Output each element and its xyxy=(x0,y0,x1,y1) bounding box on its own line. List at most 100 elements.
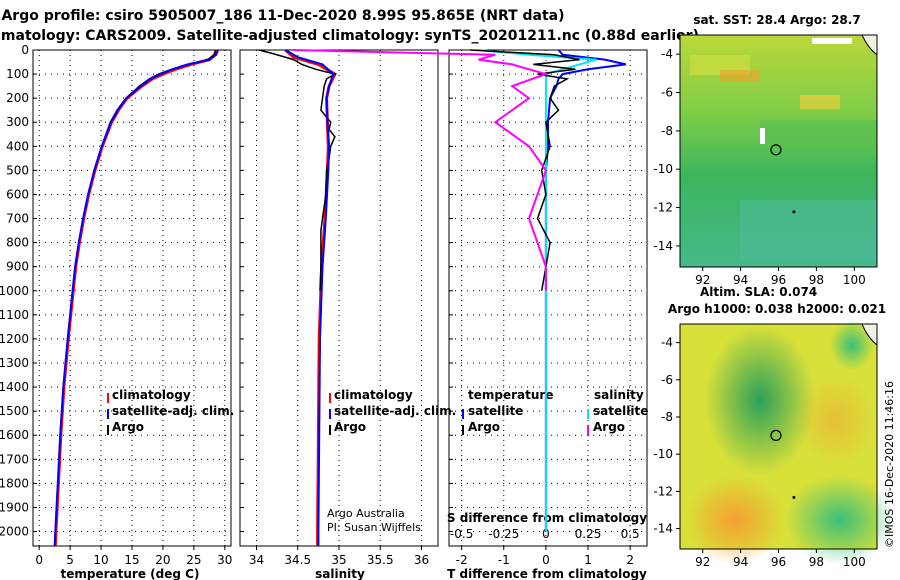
map-y-tick-label: -4 xyxy=(661,47,673,61)
map-y-tick-label: -8 xyxy=(661,124,673,138)
s-diff-tick-label: 0.5 xyxy=(621,527,640,541)
s-difference-xlabel: S difference from climatology xyxy=(447,511,647,525)
series-line-argo xyxy=(258,49,337,291)
depth-tick-label: 200 xyxy=(6,91,29,105)
temperature-xlabel: temperature (deg C) xyxy=(61,567,200,580)
difference-panel: T difference from climatology S differen… xyxy=(293,49,648,580)
island-marker xyxy=(792,495,796,499)
map-y-tick-label: -8 xyxy=(661,410,673,424)
depth-tick-label: 0 xyxy=(21,43,29,57)
depth-tick-label: 100 xyxy=(6,67,29,81)
map-x-tick-label: 98 xyxy=(809,555,824,569)
legend-marker xyxy=(462,409,464,419)
argo-position-marker xyxy=(770,144,782,156)
depth-tick-label: 1200 xyxy=(0,332,29,346)
legend-satellite: satellite-adj. clim. xyxy=(334,404,456,418)
difference-legend: temperature salinity satellite Argo sate… xyxy=(468,388,648,434)
sla-map-title-2: Argo h1000: 0.038 h2000: 0.021 xyxy=(668,302,886,316)
salinity-panel: salinity climatology satellite-adj. clim… xyxy=(239,48,456,580)
depth-tick-label: 300 xyxy=(6,115,29,129)
depth-tick-label: 900 xyxy=(6,260,29,274)
legend-t-argo: Argo xyxy=(468,420,500,434)
legend-marker xyxy=(462,425,464,435)
sla-low-blob xyxy=(705,325,815,475)
sla-high-blob xyxy=(795,375,875,465)
map-x-tick-label: 98 xyxy=(809,273,824,287)
map-x-tick-label: 96 xyxy=(771,555,786,569)
map-x-tick-label: 94 xyxy=(733,555,748,569)
x-tick-label: 1 xyxy=(584,553,592,567)
legend-climatology: climatology xyxy=(334,388,413,402)
depth-tick-label: 1100 xyxy=(0,308,29,322)
title-line-1: Argo profile: csiro 5905007_186 11-Dec-2… xyxy=(1,8,564,24)
map-x-tick-label: 92 xyxy=(695,555,710,569)
x-tick-label: 25 xyxy=(186,553,201,567)
s-diff-tick-label: 0 xyxy=(542,527,550,541)
legend-marker xyxy=(107,409,109,419)
sst-warm-patch xyxy=(800,95,840,109)
x-tick-label: 35.5 xyxy=(367,553,394,567)
salinity-xlabel: salinity xyxy=(315,567,365,580)
map-x-tick-label: 94 xyxy=(733,273,748,287)
legend-t-satellite: satellite xyxy=(468,404,523,418)
s-diff-tick-label: -0.25 xyxy=(488,527,519,541)
title-line-2: Climatology: CARS2009. Satellite-adjuste… xyxy=(0,28,699,44)
series-line-satellite-adj-clim- xyxy=(284,49,335,546)
x-tick-label: -1 xyxy=(498,553,510,567)
s-diff-tick-label: 0.25 xyxy=(575,527,602,541)
depth-tick-label: 1900 xyxy=(0,500,29,514)
sla-map: Altim. SLA: 0.074 Argo h1000: 0.038 h200… xyxy=(653,285,895,569)
x-tick-label: -2 xyxy=(456,553,468,567)
sla-map-title-1: Altim. SLA: 0.074 xyxy=(700,285,817,299)
depth-tick-label: 1800 xyxy=(0,476,29,490)
argo-position-marker xyxy=(770,429,782,441)
depth-tick-label: 1300 xyxy=(0,356,29,370)
x-tick-label: 35 xyxy=(331,553,346,567)
legend-temperature-header: temperature xyxy=(468,388,553,402)
t-difference-xlabel: T difference from climatology xyxy=(447,567,647,580)
x-tick-label: 15 xyxy=(124,553,139,567)
difference-frame xyxy=(448,49,648,547)
x-tick-label: 2 xyxy=(626,553,634,567)
map-y-tick-label: -6 xyxy=(661,86,673,100)
sst-cool-band xyxy=(740,200,877,260)
depth-tick-label: 800 xyxy=(6,236,29,250)
depth-tick-label: 700 xyxy=(6,212,29,226)
map-y-tick-label: -10 xyxy=(653,447,673,461)
x-tick-label: 5 xyxy=(66,553,74,567)
legend-marker xyxy=(587,409,589,419)
x-tick-label: 10 xyxy=(93,553,108,567)
depth-tick-label: 600 xyxy=(6,187,29,201)
sst-warm-patch xyxy=(720,70,760,82)
credit-argo-australia: Argo Australia xyxy=(327,507,405,520)
map-y-tick-label: -12 xyxy=(653,484,673,498)
depth-tick-label: 400 xyxy=(6,139,29,153)
legend-marker xyxy=(107,425,109,435)
map-y-tick-label: -14 xyxy=(653,522,673,536)
temperature-frame xyxy=(32,49,232,547)
x-tick-label: 30 xyxy=(217,553,232,567)
legend-marker xyxy=(587,425,589,435)
credit-pi: PI: Susan Wijffels xyxy=(327,521,421,534)
sst-cloud-mask xyxy=(760,128,765,144)
sst-green-band xyxy=(760,120,877,150)
legend-salinity-header: salinity xyxy=(594,388,644,402)
map-x-tick-label: 96 xyxy=(771,273,786,287)
legend-marker xyxy=(329,393,331,403)
sst-cloud-mask xyxy=(812,38,852,44)
map-y-tick-label: -14 xyxy=(653,239,673,253)
legend-s-satellite: satellite xyxy=(593,404,648,418)
x-tick-label: 0 xyxy=(542,553,550,567)
depth-tick-label: 1600 xyxy=(0,428,29,442)
x-tick-label: 20 xyxy=(155,553,170,567)
legend-satellite: satellite-adj. clim. xyxy=(112,404,234,418)
x-tick-label: 0 xyxy=(35,553,43,567)
map-x-tick-label: 92 xyxy=(695,273,710,287)
series-line-salinity-argo xyxy=(293,49,550,291)
depth-tick-label: 1700 xyxy=(0,452,29,466)
map-x-tick-label: 100 xyxy=(843,555,866,569)
x-tick-label: 36 xyxy=(414,553,429,567)
map-y-tick-label: -6 xyxy=(661,373,673,387)
imos-credit: ©IMOS 16-Dec-2020 11:46:16 xyxy=(883,381,896,548)
